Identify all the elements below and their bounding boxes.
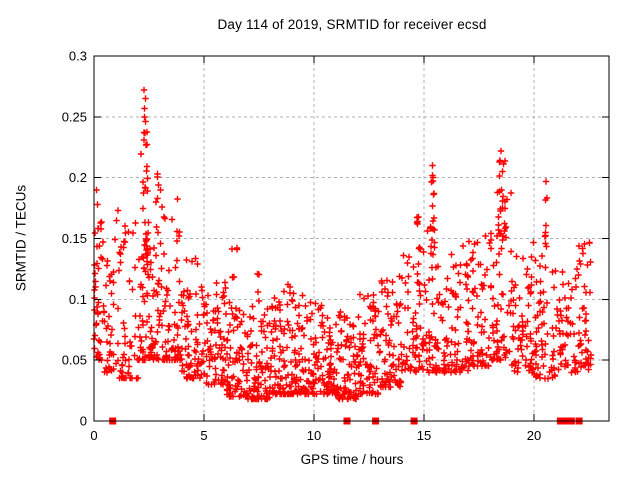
y-tick-label: 0.15 bbox=[62, 231, 87, 246]
y-axis-label-text: SRMTID / TECUs bbox=[13, 184, 29, 292]
y-tick-label: 0.2 bbox=[69, 170, 87, 185]
x-tick-labels: 0 5 10 15 20 bbox=[90, 428, 541, 443]
y-tick-label: 0.05 bbox=[62, 353, 87, 368]
y-tick-label: 0 bbox=[80, 414, 87, 429]
chart-title: Day 114 of 2019, SRMTID for receiver ecs… bbox=[217, 17, 487, 32]
x-tick-label: 10 bbox=[307, 428, 321, 443]
x-tick-label: 15 bbox=[417, 428, 431, 443]
x-tick-label: 5 bbox=[200, 428, 207, 443]
y-tick-label: 0.3 bbox=[69, 49, 87, 64]
axis-ticks bbox=[93, 55, 609, 422]
x-axis-label: GPS time / hours bbox=[300, 452, 404, 467]
y-tick-labels: 0 0.05 0.1 0.15 0.2 0.25 0.3 bbox=[62, 49, 87, 429]
y-tick-label: 0.1 bbox=[69, 292, 87, 307]
x-tick-label: 20 bbox=[527, 428, 541, 443]
x-tick-label: 0 bbox=[90, 428, 97, 443]
scatter-points bbox=[90, 86, 595, 403]
y-tick-label: 0.25 bbox=[62, 109, 87, 124]
